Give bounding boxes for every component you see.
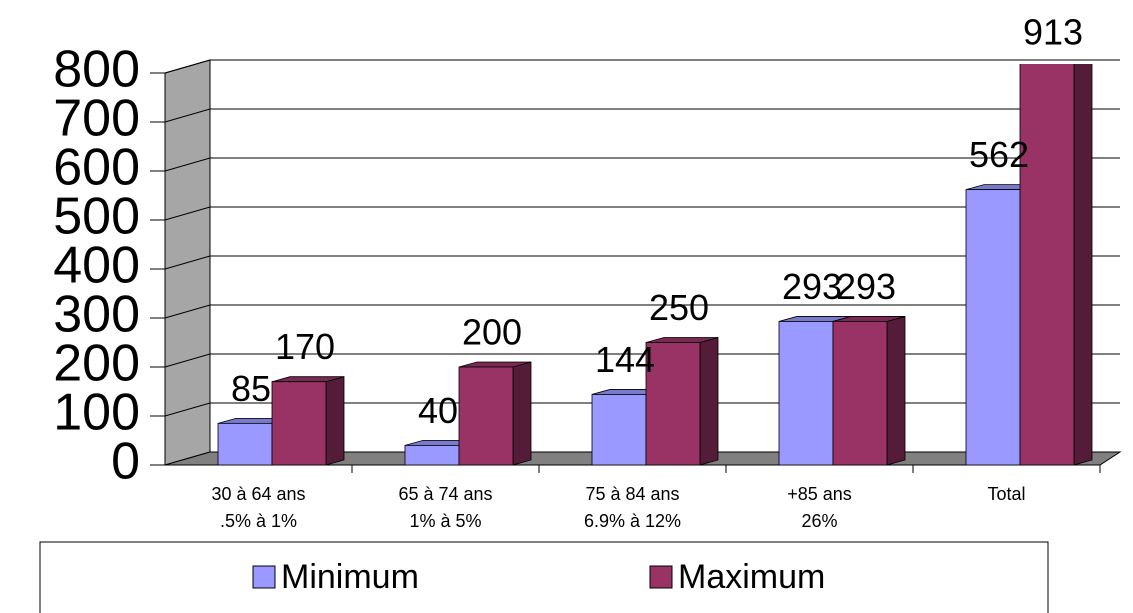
bar — [1019, 64, 1075, 466]
bar-side — [886, 315, 906, 466]
grid-line — [164, 59, 1120, 74]
bar — [404, 444, 460, 466]
legend-swatch — [252, 565, 276, 589]
x-tick-label: 6.9% à 12% — [584, 511, 681, 531]
bar — [458, 366, 514, 466]
data-label: 913 — [1023, 12, 1083, 53]
x-tick-label: 26% — [801, 511, 837, 531]
grid-line — [164, 255, 1120, 270]
x-tick-label: 1% à 5% — [409, 511, 481, 531]
bars — [217, 64, 1093, 466]
legend-label: Maximum — [678, 558, 825, 596]
data-label: 200 — [462, 312, 522, 353]
data-label: 293 — [836, 266, 896, 307]
y-tick-label: 600 — [53, 139, 140, 197]
grid-line — [164, 206, 1120, 221]
y-tick-label: 800 — [53, 41, 140, 99]
bar — [591, 394, 647, 466]
bar-side — [1073, 64, 1093, 466]
x-tick-label: 65 à 74 ans — [398, 484, 492, 504]
data-label: 250 — [649, 287, 709, 328]
data-label: 85 — [231, 368, 271, 409]
bar — [271, 381, 327, 466]
y-tick-label: 100 — [53, 384, 140, 442]
y-tick-label: 400 — [53, 237, 140, 295]
y-tick-label: 500 — [53, 188, 140, 246]
x-tick-label: 75 à 84 ans — [585, 484, 679, 504]
bar-side — [699, 336, 719, 466]
bar — [217, 422, 273, 466]
data-label: 40 — [418, 390, 458, 431]
bar — [965, 189, 1021, 466]
data-label: 144 — [595, 339, 655, 380]
x-tick-label: +85 ans — [787, 484, 852, 504]
y-tick-label: 200 — [53, 335, 140, 393]
bar — [778, 321, 834, 466]
grid-line — [164, 108, 1120, 123]
grid-line — [164, 157, 1120, 172]
bar-side — [512, 361, 532, 466]
y-tick-label: 0 — [111, 433, 140, 491]
x-tick-label: 30 à 64 ans — [211, 484, 305, 504]
legend-swatch — [649, 565, 673, 589]
data-label: 170 — [275, 326, 335, 367]
y-tick-label: 300 — [53, 286, 140, 344]
x-tick-label: Total — [987, 484, 1025, 504]
grid-line — [164, 304, 1120, 319]
legend-box — [39, 541, 1049, 613]
bar — [645, 342, 701, 466]
data-label: 562 — [969, 134, 1029, 175]
bar — [832, 321, 888, 466]
bar-side — [325, 376, 345, 466]
y-tick-label: 700 — [53, 90, 140, 148]
data-label: 293 — [782, 266, 842, 307]
legend-label: Minimum — [281, 558, 419, 596]
x-tick-label: .5% à 1% — [220, 511, 297, 531]
